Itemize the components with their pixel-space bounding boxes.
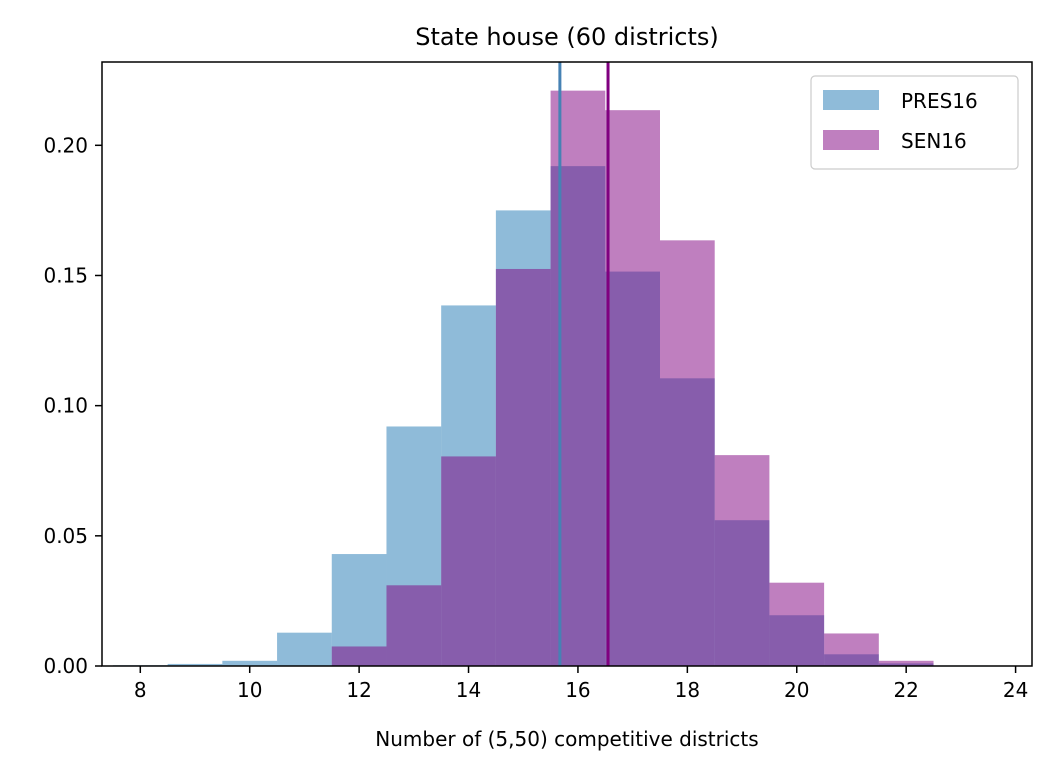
legend-label-pres16: PRES16 (901, 89, 978, 113)
x-tick-label: 18 (675, 678, 700, 702)
y-tick-label: 0.00 (43, 654, 88, 678)
y-axis: 0.00 0.05 0.10 0.15 0.20 (43, 133, 102, 678)
chart-title: State house (60 districts) (415, 23, 719, 51)
x-tick-label: 22 (893, 678, 918, 702)
reference-lines-layer (558, 62, 610, 666)
sen16-bar-8 (769, 582, 825, 666)
plot-frame (101, 61, 1033, 667)
x-axis: 8 10 12 14 16 18 20 22 24 (134, 666, 1028, 702)
legend-swatch-sen16 (823, 130, 879, 150)
y-tick-label: 0.20 (43, 133, 88, 157)
sen16-bar-7 (714, 455, 770, 666)
bars-layer (112, 90, 989, 666)
legend-swatch-pres16 (823, 90, 879, 110)
sen16-bar-10 (878, 660, 934, 666)
pres16-bar-3 (277, 632, 332, 666)
legend: PRES16 SEN16 (810, 75, 1019, 170)
x-tick-label: 20 (784, 678, 809, 702)
pres16-bar-1 (167, 663, 223, 666)
sen16-bar-0 (331, 646, 387, 666)
legend-label-sen16: SEN16 (901, 129, 967, 153)
x-axis-label: Number of (5,50) competitive districts (375, 727, 758, 751)
x-tick-label: 10 (237, 678, 262, 702)
sen16-bar-9 (824, 633, 879, 666)
x-tick-label: 8 (134, 678, 147, 702)
y-tick-label: 0.05 (43, 524, 88, 548)
x-tick-label: 12 (346, 678, 371, 702)
sen16-bar-3 (495, 268, 551, 666)
sen16-bar-6 (660, 240, 715, 666)
pres16-bar-2 (222, 660, 278, 666)
x-tick-label: 14 (456, 678, 481, 702)
x-tick-label: 24 (1003, 678, 1028, 702)
sen16-bar-1 (386, 585, 442, 666)
y-tick-label: 0.10 (43, 394, 88, 418)
x-tick-label: 16 (565, 678, 590, 702)
sen16-bar-2 (441, 456, 496, 666)
y-tick-label: 0.15 (43, 263, 88, 287)
sen16-bar-5 (605, 110, 660, 666)
